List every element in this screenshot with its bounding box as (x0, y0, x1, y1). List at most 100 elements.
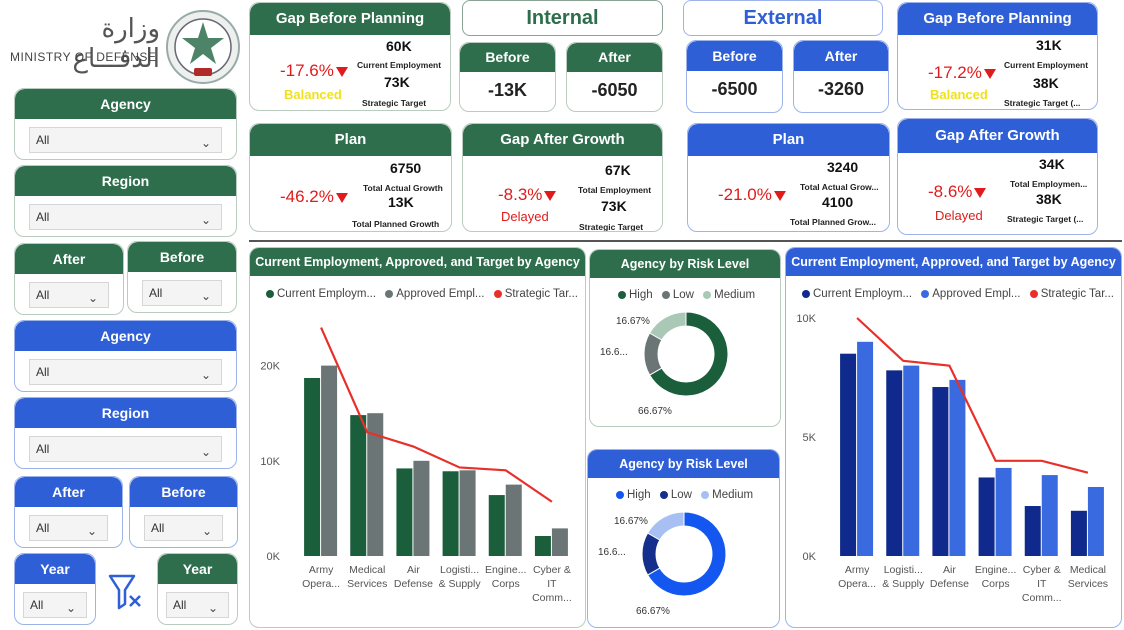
slice-medium[interactable] (646, 511, 685, 541)
bar-current[interactable] (396, 468, 413, 556)
status-label: Balanced (930, 87, 988, 102)
x-tick-label: Cyber & (1023, 564, 1061, 576)
slicer-before-external-label: Before (130, 477, 237, 507)
legend-dot (701, 490, 710, 499)
bar-current[interactable] (304, 377, 321, 556)
bar-current[interactable] (978, 477, 995, 556)
bar-approved[interactable] (1087, 486, 1104, 556)
bar-approved[interactable] (551, 528, 568, 556)
slice-high[interactable] (646, 511, 727, 597)
strategic-target-value: 38K (1033, 75, 1059, 91)
year-internal-dropdown[interactable]: All ⌄ (166, 592, 229, 618)
slice-label-low: 16.6... (600, 347, 628, 358)
actual-growth-value: 3240 (827, 159, 859, 175)
slicer-agency-internal[interactable]: Agency All ⌄ (14, 88, 237, 160)
bar-approved[interactable] (459, 470, 476, 556)
bar-current[interactable] (350, 415, 367, 556)
legend-dot (493, 289, 502, 298)
chart-title: Current Employment, Approved, and Target… (786, 248, 1121, 276)
internal-donut-chart: 16.67% 16.6... 66.67% (600, 311, 729, 417)
bar-current[interactable] (932, 387, 949, 556)
bar-approved[interactable] (367, 413, 384, 556)
gap-after-pct: -8.6% (928, 182, 987, 202)
chevron-down-icon: ⌄ (201, 524, 212, 538)
status-label: Balanced (284, 87, 342, 102)
x-tick-label: Comm... (1022, 592, 1062, 604)
external-before-card: Before -6500 (686, 40, 783, 113)
slicer-year-external[interactable]: Year All ⌄ (14, 553, 96, 625)
planned-growth-value: 13K (388, 194, 414, 210)
bar-approved[interactable] (903, 365, 920, 556)
legend-dot (616, 490, 624, 499)
chevron-down-icon: ⌄ (200, 289, 211, 303)
slicer-after-external-label: After (15, 477, 122, 507)
bar-current[interactable] (1070, 510, 1087, 556)
dropdown-value: All (36, 288, 50, 302)
bar-current[interactable] (442, 471, 459, 556)
slicer-region-external[interactable]: Region All ⌄ (14, 397, 237, 469)
dropdown-value: All (36, 210, 50, 224)
agency-internal-dropdown[interactable]: All ⌄ (29, 127, 222, 153)
after-external-dropdown[interactable]: All ⌄ (29, 515, 108, 541)
region-internal-dropdown[interactable]: All ⌄ (29, 204, 222, 230)
region-external-dropdown[interactable]: All ⌄ (29, 436, 222, 462)
bar-approved[interactable] (321, 365, 338, 556)
slicer-after-internal[interactable]: After All ⌄ (14, 243, 124, 315)
slicer-agency-external[interactable]: Agency All ⌄ (14, 320, 237, 392)
bar-approved[interactable] (857, 341, 874, 556)
agency-external-dropdown[interactable]: All ⌄ (29, 359, 222, 385)
card-title: Gap Before Planning (250, 3, 450, 35)
after-value: -3260 (817, 79, 865, 99)
card-title: Before (687, 41, 782, 71)
slicer-region-internal[interactable]: Region All ⌄ (14, 165, 237, 237)
bar-approved[interactable] (995, 467, 1012, 556)
slice-low[interactable] (643, 332, 663, 376)
bar-current[interactable] (534, 536, 551, 556)
y-tick-label: 0K (267, 551, 281, 563)
slice-medium[interactable] (648, 311, 687, 341)
slicer-year-external-label: Year (15, 554, 95, 584)
legend-item-low: Low (661, 289, 694, 301)
gap-pct: -17.6% (280, 61, 348, 81)
bar-current[interactable] (488, 495, 505, 556)
bar-current[interactable] (886, 370, 903, 556)
year-external-dropdown[interactable]: All ⌄ (23, 592, 87, 618)
bar-current[interactable] (1024, 506, 1041, 556)
legend-item-medium: Medium (701, 489, 753, 501)
down-arrow-icon (335, 66, 348, 77)
bar-current[interactable] (840, 353, 857, 556)
legend-dot (618, 290, 626, 299)
legend-label: Current Employm... (277, 288, 377, 300)
slice-label-high: 66.67% (636, 606, 670, 617)
before-external-dropdown[interactable]: All ⌄ (144, 515, 223, 541)
clear-filters-button[interactable] (104, 570, 144, 614)
x-tick-label: Cyber & (533, 564, 571, 576)
dropdown-value: All (36, 442, 50, 456)
bar-approved[interactable] (949, 379, 966, 556)
legend-item-high: High (616, 489, 651, 501)
external-after-card: After -3260 (793, 40, 889, 113)
legend-dot (266, 289, 274, 298)
x-tick-label: Medical (349, 564, 385, 576)
down-arrow-icon (773, 190, 786, 201)
x-tick-label: & Supply (439, 578, 482, 590)
bar-approved[interactable] (413, 460, 430, 556)
before-internal-dropdown[interactable]: All ⌄ (142, 280, 222, 306)
bar-approved[interactable] (505, 484, 522, 556)
slice-high[interactable] (648, 311, 729, 397)
slicer-before-external[interactable]: Before All ⌄ (129, 476, 238, 548)
x-tick-label: Defense (930, 578, 969, 590)
slicer-after-external[interactable]: After All ⌄ (14, 476, 123, 548)
after-internal-dropdown[interactable]: All ⌄ (29, 282, 109, 308)
strategic-target-label: Strategic Target (... (1007, 214, 1084, 224)
slicer-year-internal[interactable]: Year All ⌄ (157, 553, 238, 625)
slicer-before-internal[interactable]: Before All ⌄ (127, 241, 237, 313)
card-title: After (567, 43, 662, 72)
external-donut-card: Agency by Risk Level High Low Medium 16.… (587, 449, 780, 628)
slice-low[interactable] (641, 532, 661, 576)
after-value: -6050 (591, 80, 638, 100)
external-plan-card: Plan -21.0% 3240 Total Actual Grow... 41… (687, 123, 890, 232)
actual-growth-value: 6750 (390, 160, 422, 176)
bar-approved[interactable] (1041, 475, 1058, 556)
external-bar-chart: 0K 5K 10K Army Opera... Logisti... & Supply Air… (796, 313, 1108, 604)
